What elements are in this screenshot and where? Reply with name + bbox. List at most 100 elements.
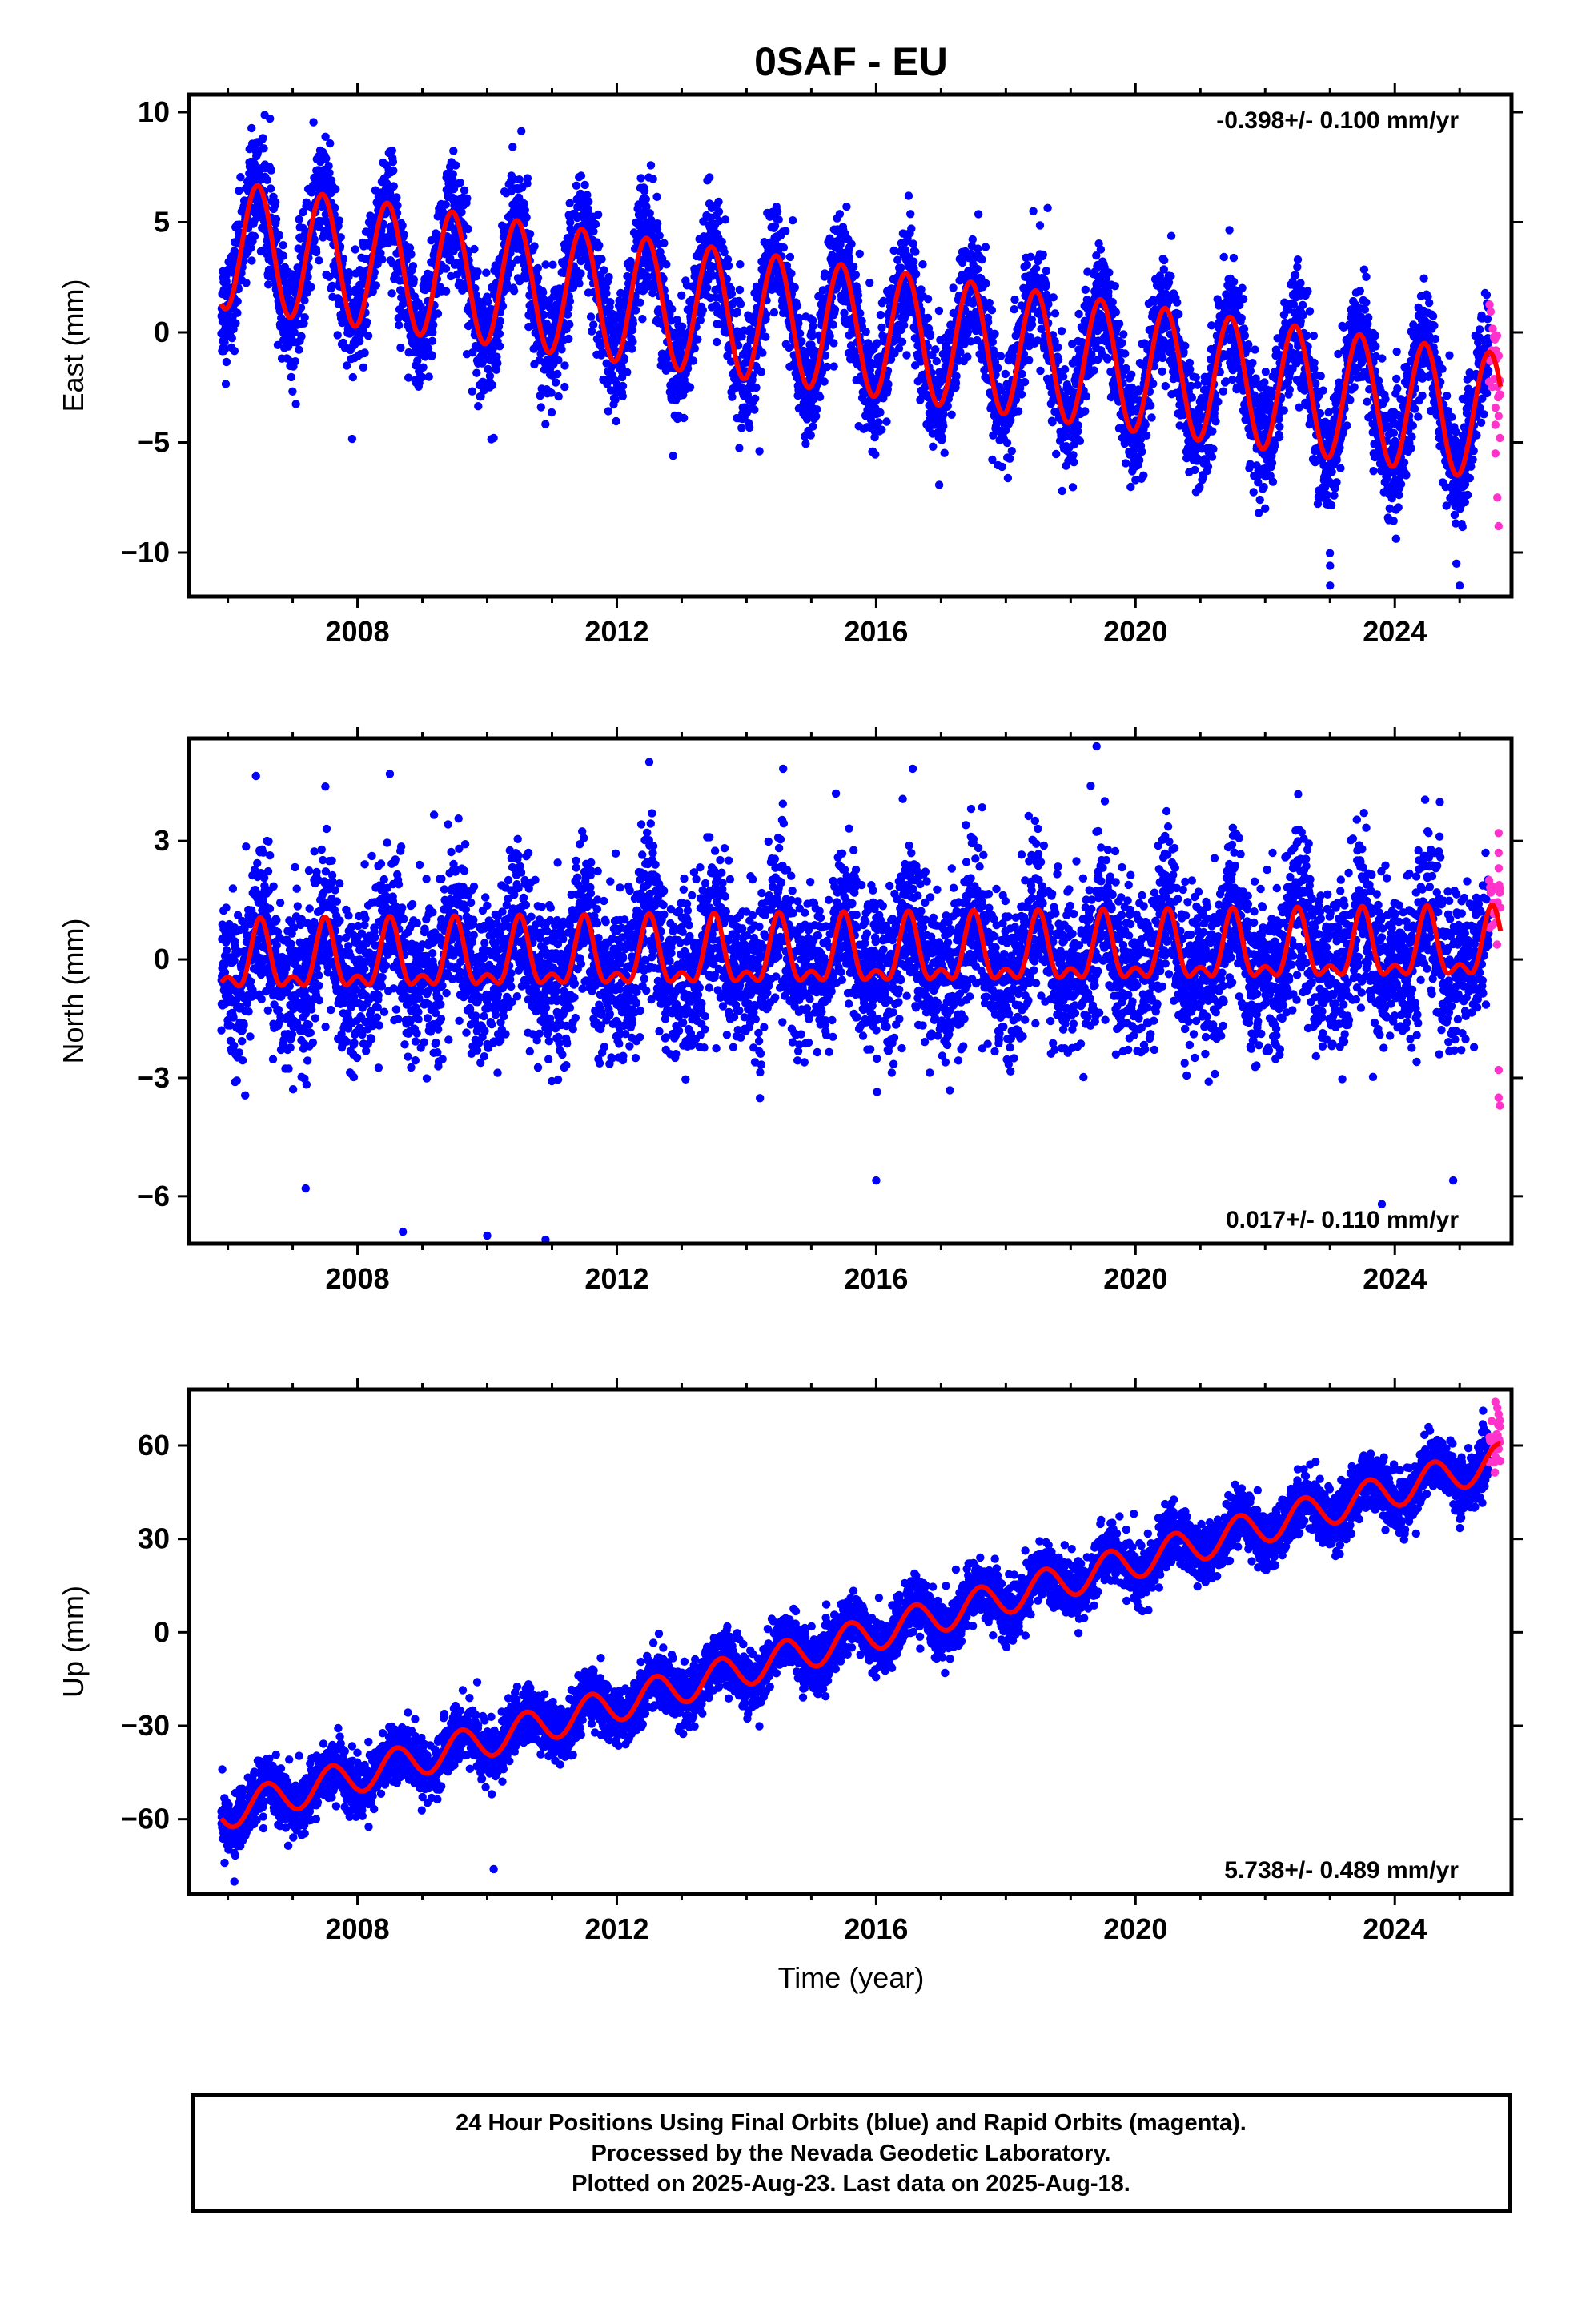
data-point <box>566 218 575 227</box>
data-point <box>702 283 712 292</box>
data-point <box>554 392 563 401</box>
data-point <box>360 348 369 357</box>
data-point <box>456 179 464 187</box>
data-point <box>779 243 789 252</box>
data-point <box>789 216 797 225</box>
data-point <box>548 260 557 269</box>
data-point <box>565 296 575 306</box>
data-point <box>938 436 946 444</box>
data-point <box>653 219 662 228</box>
data-point <box>743 342 752 351</box>
data-point <box>1058 486 1066 496</box>
data-point <box>1114 320 1124 328</box>
data-point <box>235 220 244 229</box>
data-point <box>583 191 592 199</box>
data-point <box>602 289 611 298</box>
data-point <box>604 272 613 282</box>
data-point <box>1068 483 1078 492</box>
data-point <box>448 170 457 179</box>
data-point <box>473 267 482 276</box>
data-point <box>420 352 430 361</box>
data-point <box>1043 203 1052 212</box>
data-point <box>547 388 556 397</box>
data-point <box>227 334 236 343</box>
data-point <box>623 271 632 281</box>
data-point <box>904 191 913 200</box>
data-point <box>447 271 456 281</box>
data-point <box>849 262 858 271</box>
data-point <box>589 227 598 236</box>
data-point <box>595 241 604 250</box>
data-point <box>1050 309 1060 318</box>
data-point <box>498 301 508 311</box>
data-point <box>560 382 569 392</box>
data-point <box>940 448 949 457</box>
data-point <box>525 230 535 239</box>
data-point <box>668 304 677 314</box>
data-point <box>484 364 492 374</box>
data-point <box>787 269 796 278</box>
data-point <box>606 298 615 307</box>
data-point <box>723 255 733 264</box>
data-point <box>1057 327 1066 336</box>
data-point <box>1029 207 1038 215</box>
data-point <box>355 337 364 346</box>
data-point <box>981 243 990 251</box>
data-point <box>266 184 275 193</box>
data-point <box>404 348 413 357</box>
data-point <box>830 305 840 314</box>
data-point <box>987 306 997 315</box>
data-point <box>636 174 645 183</box>
data-point <box>495 329 504 338</box>
data-point <box>949 283 958 292</box>
data-point <box>568 283 578 292</box>
data-point <box>470 244 479 254</box>
data-point <box>840 308 849 317</box>
data-point <box>906 210 915 219</box>
data-point <box>612 416 620 426</box>
data-point <box>594 210 603 219</box>
data-point <box>523 174 532 183</box>
data-point <box>825 332 834 340</box>
data-point <box>1054 343 1062 352</box>
data-point <box>648 175 657 183</box>
data-point <box>1003 473 1013 483</box>
data-point <box>847 239 856 248</box>
data-point <box>705 173 714 182</box>
data-point <box>785 252 795 262</box>
data-point <box>452 270 462 279</box>
data-point <box>541 420 550 428</box>
data-point <box>259 144 268 153</box>
data-point <box>620 353 628 363</box>
data-point <box>1082 392 1091 401</box>
data-point <box>327 281 337 291</box>
data-point <box>998 462 1006 472</box>
data-point <box>522 213 531 222</box>
data-point <box>413 356 422 365</box>
data-point <box>677 348 685 357</box>
data-point <box>1025 356 1034 364</box>
data-point <box>416 302 425 311</box>
data-point <box>829 339 838 348</box>
data-point <box>493 359 502 368</box>
data-point <box>263 175 271 184</box>
data-point <box>1007 447 1017 456</box>
data-point <box>721 215 730 224</box>
data-point <box>1020 377 1030 387</box>
data-point <box>1074 421 1082 430</box>
data-point <box>564 303 573 312</box>
data-point <box>683 364 693 373</box>
data-point <box>911 270 921 279</box>
data-point <box>348 372 357 382</box>
data-point <box>351 245 359 254</box>
data-point <box>589 320 598 329</box>
data-point <box>267 166 275 175</box>
data-point <box>897 337 907 346</box>
data-point <box>460 186 469 195</box>
data-point <box>713 337 721 347</box>
data-point <box>806 431 815 440</box>
data-point <box>973 264 982 274</box>
data-point <box>407 250 416 259</box>
data-point <box>554 356 563 364</box>
data-point <box>508 143 517 151</box>
